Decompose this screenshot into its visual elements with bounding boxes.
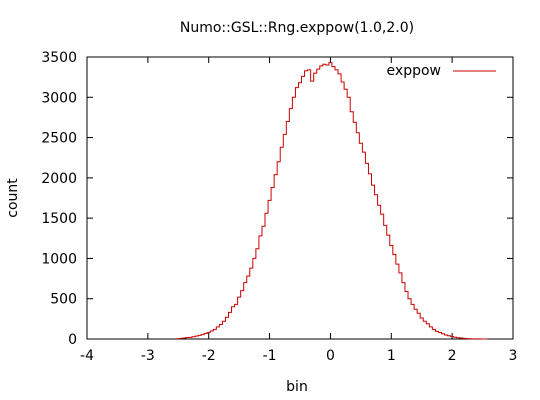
y-tick-label: 1500 <box>41 211 77 227</box>
x-tick-label: 1 <box>387 348 396 364</box>
legend: exppow <box>387 63 496 79</box>
y-axis-ticks: 0 500 1000 1500 2000 2500 3000 3500 <box>41 50 513 348</box>
x-tick-label: 3 <box>509 348 518 364</box>
y-tick-label: 2500 <box>41 131 77 147</box>
x-tick-label: 2 <box>448 348 457 364</box>
chart-title: Numo::GSL::Rng.exppow(1.0,2.0) <box>180 20 414 36</box>
x-tick-label: -2 <box>202 348 216 364</box>
y-tick-label: 500 <box>50 292 77 308</box>
y-tick-label: 1000 <box>41 251 77 267</box>
y-tick-label: 3000 <box>41 90 77 106</box>
x-tick-label: 0 <box>326 348 335 364</box>
x-tick-label: -3 <box>141 348 155 364</box>
y-tick-label: 0 <box>68 332 77 348</box>
y-tick-label: 2000 <box>41 171 77 187</box>
legend-label: exppow <box>387 63 441 79</box>
series-line-exppow <box>176 62 488 340</box>
y-tick-label: 3500 <box>41 50 77 66</box>
y-axis-label: count <box>5 178 21 218</box>
x-tick-label: -1 <box>263 348 277 364</box>
x-tick-label: -4 <box>80 348 94 364</box>
x-axis-ticks: -4 -3 -2 -1 0 1 2 3 <box>80 57 517 364</box>
x-axis-label: bin <box>286 379 308 395</box>
plot-frame <box>86 56 514 340</box>
